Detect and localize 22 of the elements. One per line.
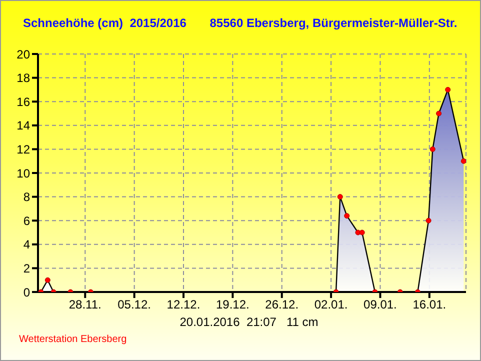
x-tick-label: 02.01. — [314, 298, 348, 312]
text: Wetterstation Ebersberg — [19, 334, 127, 345]
y-tick-label: 2 — [23, 261, 30, 276]
y-tick-label: 4 — [23, 238, 30, 252]
text: 20.01.2016 21:07 11 cm — [178, 315, 320, 329]
y-tick-label: 18 — [16, 71, 30, 86]
y-tick-label: 0 — [23, 285, 30, 300]
x-tick-label: 16.01. — [412, 298, 446, 312]
y-tick-label: 20 — [16, 47, 30, 62]
x-tick-label: 12.12. — [166, 298, 200, 312]
y-tick-label: 16 — [16, 94, 30, 109]
y-tick-label: 12 — [16, 142, 30, 156]
y-tick-label: 14 — [16, 118, 30, 133]
y-tick-label: 6 — [23, 214, 30, 228]
x-tick-label: 19.12. — [216, 298, 250, 312]
x-tick-label: 26.12. — [265, 298, 299, 312]
x-tick-label: 09.01. — [364, 298, 397, 312]
x-tick-label: 05.12. — [118, 298, 151, 312]
y-tick-label: 8 — [23, 190, 30, 204]
y-tick-label: 10 — [16, 166, 30, 180]
x-tick-label: 28.11. — [68, 298, 102, 312]
chart-title: Schneehöhe (cm) 2015/2016 85560 Ebersberg, Bürgermeister-Müller-Str. — [23, 16, 458, 30]
